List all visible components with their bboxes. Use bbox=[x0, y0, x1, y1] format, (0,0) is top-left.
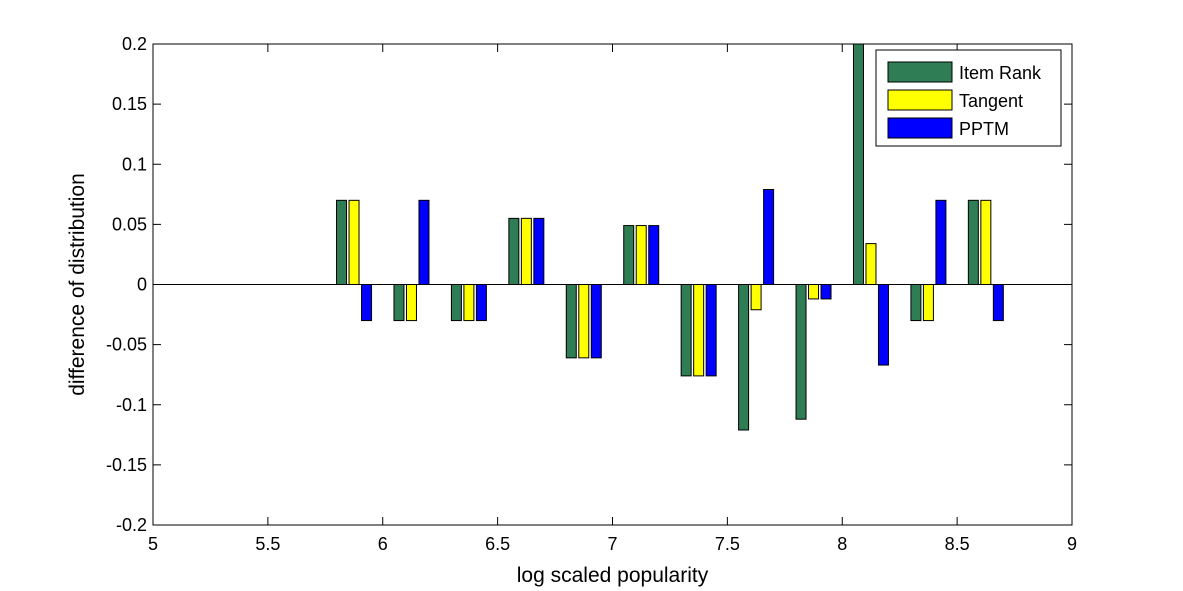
x-tick-label: 6 bbox=[378, 534, 388, 554]
legend-swatch-item-rank bbox=[887, 61, 953, 83]
bar-pptm-7 bbox=[763, 189, 775, 285]
bar-tangent-2 bbox=[463, 284, 475, 322]
bar-item-rank-11 bbox=[967, 199, 979, 285]
bar-item-rank-0 bbox=[336, 199, 348, 285]
legend-label-tangent: Tangent bbox=[959, 91, 1023, 111]
bar-tangent-11 bbox=[980, 199, 992, 285]
bar-pptm-3 bbox=[533, 217, 545, 285]
x-tick-label: 8 bbox=[837, 534, 847, 554]
bar-tangent-9 bbox=[865, 243, 877, 286]
bar-tangent-4 bbox=[578, 284, 590, 359]
bar-pptm-2 bbox=[475, 284, 487, 322]
bar-pptm-5 bbox=[648, 225, 660, 285]
bar-item-rank-7 bbox=[738, 284, 750, 431]
bar-item-rank-5 bbox=[623, 225, 635, 285]
x-tick-label: 5 bbox=[148, 534, 158, 554]
legend-swatch-pptm bbox=[887, 117, 953, 139]
bar-tangent-3 bbox=[520, 217, 532, 285]
legend-label-item-rank: Item Rank bbox=[959, 63, 1042, 83]
y-axis-label: difference of distribution bbox=[66, 173, 89, 396]
y-tick-label: 0.15 bbox=[112, 94, 147, 114]
bar-tangent-1 bbox=[405, 284, 417, 322]
bar-tangent-8 bbox=[808, 284, 820, 300]
x-tick-label: 6.5 bbox=[485, 534, 510, 554]
x-axis-label: log scaled popularity bbox=[517, 564, 709, 587]
bar-pptm-6 bbox=[705, 284, 717, 377]
bar-item-rank-10 bbox=[910, 284, 922, 322]
y-tick-label: -0.2 bbox=[116, 515, 147, 535]
bar-pptm-9 bbox=[877, 284, 889, 366]
x-tick-label: 5.5 bbox=[255, 534, 280, 554]
bar-pptm-4 bbox=[590, 284, 602, 359]
y-tick-label: -0.1 bbox=[116, 395, 147, 415]
legend-label-pptm: PPTM bbox=[959, 119, 1009, 139]
bar-item-rank-8 bbox=[795, 284, 807, 420]
x-tick-label: 7 bbox=[607, 534, 617, 554]
legend: Item Rank Tangent PPTM bbox=[875, 49, 1062, 147]
bar-item-rank-1 bbox=[393, 284, 405, 322]
bar-item-rank-9 bbox=[852, 43, 864, 285]
y-tick-label: 0.05 bbox=[112, 214, 147, 234]
x-axis-ticks: 5 5.5 6 6.5 7 7.5 8 8.5 9 bbox=[148, 44, 1077, 554]
bar-pptm-1 bbox=[418, 199, 430, 285]
bar-tangent-6 bbox=[693, 284, 705, 377]
bar-tangent-0 bbox=[348, 199, 360, 285]
legend-swatch-tangent bbox=[887, 89, 953, 111]
bar-pptm-10 bbox=[935, 199, 947, 285]
bar-item-rank-6 bbox=[680, 284, 692, 377]
bar-tangent-7 bbox=[750, 284, 762, 311]
y-tick-label: 0.1 bbox=[122, 154, 147, 174]
y-tick-label: -0.15 bbox=[106, 455, 147, 475]
bar-pptm-0 bbox=[361, 284, 373, 322]
y-tick-label: 0 bbox=[137, 275, 147, 295]
y-tick-label: 0.2 bbox=[122, 34, 147, 54]
bar-item-rank-4 bbox=[565, 284, 577, 359]
bar-tangent-5 bbox=[635, 225, 647, 285]
bar-pptm-8 bbox=[820, 284, 832, 300]
x-tick-label: 9 bbox=[1067, 534, 1077, 554]
bar-pptm-11 bbox=[992, 284, 1004, 322]
bar-item-rank-2 bbox=[450, 284, 462, 322]
y-tick-label: -0.05 bbox=[106, 335, 147, 355]
x-tick-label: 7.5 bbox=[715, 534, 740, 554]
bar-item-rank-3 bbox=[508, 217, 520, 285]
y-axis-ticks: -0.2 -0.15 -0.1 -0.05 0 0.05 0.1 0.15 0.2 bbox=[106, 34, 1072, 535]
x-tick-label: 8.5 bbox=[945, 534, 970, 554]
bar-tangent-10 bbox=[922, 284, 934, 322]
